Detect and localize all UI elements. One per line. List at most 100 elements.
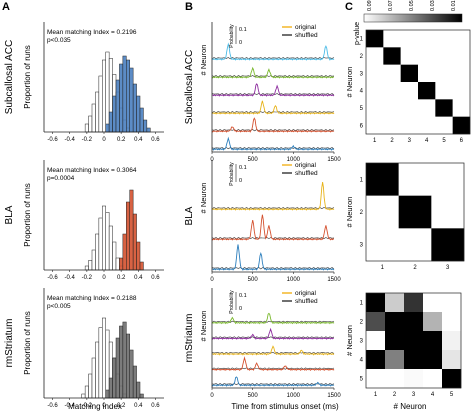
shuffled-bar	[84, 265, 89, 271]
observed-bar	[105, 123, 110, 133]
matrix-cell	[431, 163, 465, 196]
y-tick-label: 2	[360, 320, 364, 326]
column-b-xlabel: Time from stimulus onset (ms)	[231, 402, 339, 411]
panel-letter-a: A	[2, 1, 10, 13]
x-tick-label: 1500	[327, 277, 341, 283]
psth-panel: Subcallosal ACC # Neuron Probability 0.1 0 or…	[184, 22, 341, 163]
shuffled-bar	[108, 225, 113, 271]
probability-label: Probability	[229, 162, 235, 186]
y-axis-label: # Neuron	[345, 67, 354, 98]
colorbar-tick-label: 0.05	[409, 0, 415, 11]
shuffled-trace	[211, 351, 335, 355]
probability-label: Probability	[229, 290, 235, 314]
x-tick-label: 0.2	[117, 403, 126, 409]
matrix-cell	[404, 331, 424, 351]
x-tick-label: 3	[446, 265, 450, 271]
matrix-cell	[366, 331, 386, 351]
shuffled-bar	[84, 123, 89, 133]
shuffled-trace	[211, 57, 335, 60]
x-tick-label: 2	[390, 138, 394, 144]
pvalue-matrix: 1 1 2 2 3 3 4 4 5 5 # Neuron	[345, 292, 462, 398]
original-trace	[211, 182, 335, 211]
original-trace	[211, 312, 335, 325]
shuffled-bar	[91, 249, 96, 271]
y-axis-label: Proportion of runs	[23, 45, 32, 109]
x-tick-label: -0.2	[82, 275, 93, 281]
observed-bar	[132, 365, 137, 399]
stat-mean-text: Mean matching Index = 0.2188	[47, 295, 137, 302]
colorbar-tick-label: 0.01	[451, 0, 457, 11]
matrix-cell	[400, 82, 419, 100]
matrix-frame	[365, 162, 465, 262]
x-tick-label: 0.2	[117, 275, 126, 281]
shuffled-trace	[211, 93, 335, 96]
matrix-cell	[452, 82, 471, 100]
y-axis-label: # Neuron	[199, 183, 208, 214]
y-tick-label: 1	[360, 301, 364, 307]
matrix-cell	[383, 82, 401, 100]
observed-bar	[143, 119, 148, 133]
original-trace	[211, 244, 335, 271]
x-tick-label: 0.4	[134, 275, 143, 281]
shuffled-bar	[98, 75, 103, 133]
observed-bar	[122, 321, 127, 399]
observed-bar	[136, 95, 141, 133]
x-tick-label: 0	[210, 393, 214, 399]
shuffled-bar	[112, 241, 117, 271]
original-trace	[211, 100, 335, 115]
stat-mean-text: Mean matching Index = 0.3064	[47, 167, 137, 174]
histogram-panel: Subcallosal ACC Proportion of runs Mean ma…	[4, 22, 164, 143]
observed-bar	[105, 389, 110, 399]
x-tick-label: 0.4	[134, 137, 143, 143]
region-label: Subcallosal ACC	[4, 40, 15, 114]
region-label: rmStriatum	[184, 314, 195, 363]
y-tick-label: 3	[360, 243, 364, 249]
shuffled-bar	[91, 103, 96, 133]
observed-bar	[139, 261, 144, 271]
histogram-panel: BLA Proportion of runs Mean matching Index…	[4, 160, 164, 281]
column-c-xlabel: # Neuron	[394, 402, 427, 411]
shuffled-bar	[98, 327, 103, 399]
matrix-cell	[452, 116, 471, 135]
matrix-cell	[452, 47, 471, 65]
matrix-cell	[404, 312, 424, 332]
x-tick-label: 1500	[327, 157, 341, 163]
original-trace	[211, 136, 335, 151]
matrix-cell	[442, 331, 462, 351]
shuffled-bar	[95, 91, 100, 133]
y-axis-label: Proportion of runs	[23, 183, 32, 247]
y-tick-label: 5	[360, 377, 364, 383]
shuffled-bar	[105, 329, 110, 399]
matrix-cell	[385, 350, 405, 370]
original-trace	[211, 83, 335, 97]
x-tick-label: 0	[102, 275, 106, 281]
shuffled-trace	[211, 267, 335, 270]
x-tick-label: 6	[460, 138, 464, 144]
pvalue-matrix: 1 1 2 2 3 3 # Neuron	[345, 162, 465, 271]
x-tick-label: 0	[210, 277, 214, 283]
stat-p-value-text: p<0.005	[47, 303, 71, 310]
matrix-cell	[418, 116, 436, 135]
probability-label: Probability	[229, 24, 235, 48]
x-tick-label: 1	[374, 392, 378, 398]
observed-bar	[115, 79, 120, 133]
original-trace	[211, 356, 335, 372]
observed-bar	[126, 333, 130, 399]
x-tick-label: 1000	[287, 277, 301, 283]
matrix-cell	[366, 116, 384, 135]
matrix-cell	[423, 369, 443, 389]
panel-letter-c: C	[345, 1, 353, 13]
y-tick-label: 3	[360, 339, 364, 345]
matrix-cell	[385, 312, 405, 332]
colorbar-label: p-value	[354, 22, 361, 45]
matrix-cell	[442, 369, 462, 389]
matrix-cell	[452, 99, 471, 117]
colorbar-tick-label: 0.09	[367, 0, 373, 11]
probability-tick-label: 0.1	[239, 27, 247, 33]
original-trace	[211, 66, 334, 79]
observed-bar	[108, 377, 113, 399]
x-tick-label: -0.2	[82, 403, 93, 409]
shuffled-trace	[211, 367, 335, 370]
x-tick-label: 1000	[287, 157, 301, 163]
x-tick-label: 2	[393, 392, 397, 398]
